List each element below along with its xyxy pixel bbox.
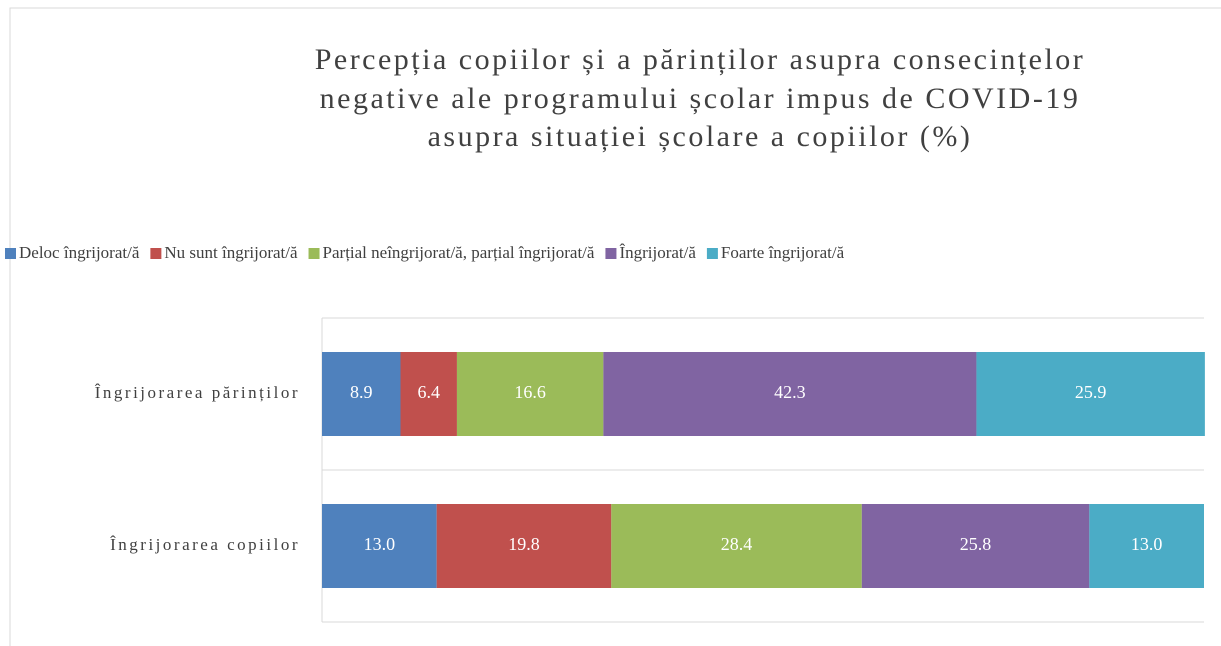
chart-title: Percepția copiilor și a părinților asupr… [315,43,1086,76]
legend-label: Foarte îngrijorat/ă [721,243,845,262]
legend-swatch [308,248,320,259]
data-label: 16.6 [514,382,546,402]
bar-segment [976,352,1205,436]
bar-segment [603,352,977,436]
bar-segment [322,504,437,588]
bar-segment [861,504,1090,588]
data-label: 19.8 [508,534,540,554]
data-label: 13.0 [1131,534,1163,554]
legend-label: Deloc îngrijorat/ă [19,243,140,262]
y-tick-label: Îngrijorarea părinților [95,383,300,402]
chart-title: asupra situației școlare a copiilor (%) [428,120,973,153]
legend-swatch [150,248,162,259]
data-label: 25.9 [1075,382,1107,402]
bar-segment [456,352,604,436]
data-label: 25.8 [960,534,992,554]
chart-title: negative ale programului școlar impus de… [320,82,1081,115]
data-label: 8.9 [350,382,373,402]
legend-label: Îngrijorat/ă [619,243,696,262]
data-label: 6.4 [417,382,440,402]
legend-label: Parțial neîngrijorat/ă, parțial îngrijor… [323,243,595,262]
bar-segment [1089,504,1204,588]
legend-swatch [5,248,16,259]
bar-segment [611,504,862,588]
legend-swatch [706,248,718,259]
legend-swatch [605,248,617,259]
data-label: 42.3 [774,382,806,402]
bar-segment [400,352,457,436]
chart-border [9,7,1221,646]
bar-segment [436,504,612,588]
data-label: 28.4 [721,534,753,554]
data-label: 13.0 [364,534,396,554]
bar-segment [322,352,401,436]
y-tick-label: Îngrijorarea copiilor [110,535,300,554]
legend-label: Nu sunt îngrijorat/ă [164,243,298,262]
